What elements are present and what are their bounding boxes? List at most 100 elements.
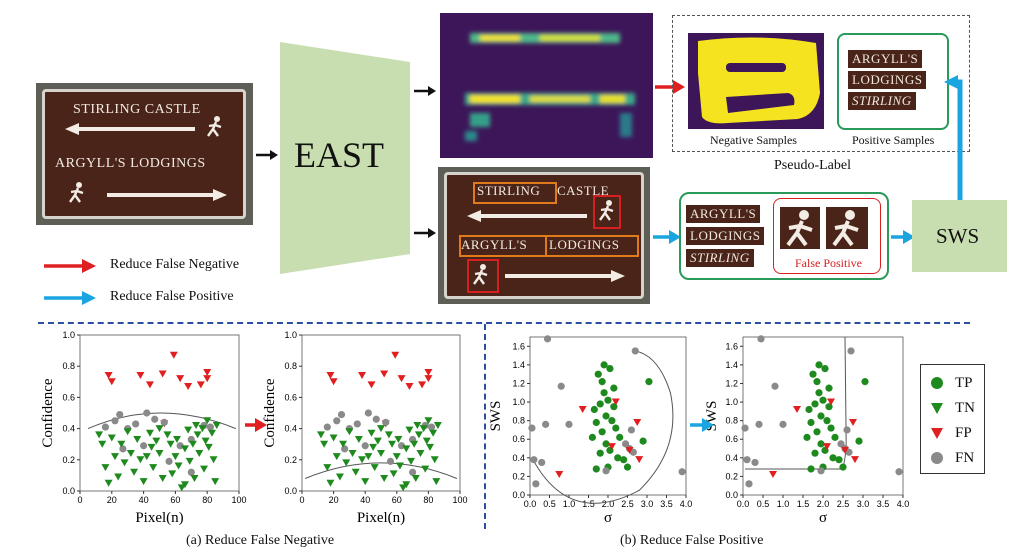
point-tn	[329, 434, 338, 442]
point-tp	[803, 433, 811, 441]
y-tick-label: 1.6	[725, 341, 738, 351]
x-tick-label: 2.5	[837, 499, 850, 509]
blue-arrow-icon	[891, 230, 915, 244]
point-tn	[407, 457, 416, 465]
detection-image: STIRLING CASTLE ARGYLL'S LODGINGS	[438, 167, 650, 304]
point-fp	[769, 471, 777, 479]
point-tp	[596, 449, 604, 457]
point-tn	[200, 465, 209, 473]
point-fn	[206, 423, 214, 431]
point-tp	[645, 378, 653, 386]
point-fn	[817, 467, 825, 475]
point-fn	[386, 457, 395, 465]
triangle-down-icon	[931, 403, 943, 414]
point-tn	[326, 479, 335, 487]
point-tn	[193, 431, 202, 439]
negative-sample-map	[688, 33, 824, 129]
point-tn	[130, 468, 139, 476]
crops-box	[679, 192, 889, 280]
legend-label: TP	[955, 374, 973, 391]
point-tn	[195, 450, 204, 458]
point-tn	[211, 478, 220, 486]
point-fp	[380, 370, 389, 378]
y-tick-label: 0.0	[512, 490, 525, 500]
point-tn	[172, 436, 181, 444]
right-arrow-icon	[107, 188, 227, 201]
red-arrow-icon	[245, 418, 267, 432]
y-tick-label: 1.0	[512, 397, 525, 407]
point-fp	[555, 471, 564, 479]
point-tn	[120, 459, 129, 467]
arrow-icon	[414, 226, 436, 238]
point-tn	[373, 437, 382, 445]
blue-arrow-icon	[690, 418, 714, 432]
point-tn	[361, 478, 370, 486]
point-tn	[203, 417, 212, 425]
point-fn	[847, 347, 855, 355]
point-tn	[342, 459, 351, 467]
point-tn	[345, 428, 354, 436]
point-fp	[358, 372, 367, 380]
point-tp	[592, 418, 600, 427]
point-fn	[528, 424, 536, 432]
x-tick-label: 80	[423, 495, 433, 505]
arrow-icon	[414, 84, 436, 96]
x-tick-label: 100	[231, 495, 246, 505]
point-tp	[639, 437, 647, 445]
point-fn	[119, 445, 127, 453]
point-tn	[123, 428, 132, 436]
x-axis-label: Pixel(n)	[135, 510, 183, 526]
sws-block: SWS	[912, 200, 1007, 272]
crop-tile: ARGYLL'S	[686, 205, 761, 223]
point-fp	[841, 446, 849, 454]
point-fp	[196, 381, 205, 389]
point-tp	[811, 400, 819, 408]
x-tick-label: 3.5	[877, 499, 890, 509]
x-tick-label: 60	[392, 495, 402, 505]
y-tick-label: 0.8	[284, 361, 297, 371]
point-fn	[160, 418, 168, 426]
point-tp	[623, 463, 632, 471]
point-tp	[829, 454, 837, 462]
legend-item-tp: TP	[929, 373, 973, 393]
detection-box	[545, 235, 639, 257]
walker-icon	[67, 182, 87, 204]
y-tick-label: 0.2	[284, 455, 297, 465]
point-tn	[422, 437, 431, 445]
point-fp	[823, 443, 831, 451]
point-tp	[827, 424, 835, 432]
point-fp	[625, 446, 634, 454]
point-fn	[532, 480, 540, 488]
point-tn	[369, 443, 378, 451]
point-tn	[364, 453, 373, 461]
circle-icon	[931, 377, 943, 389]
red-arrow-icon	[655, 80, 685, 94]
point-fn	[165, 457, 173, 465]
x-tick-label: 0	[299, 495, 304, 505]
point-tn	[395, 462, 404, 470]
y-tick-label: 0.8	[512, 416, 525, 426]
point-tn	[430, 456, 439, 464]
point-fp	[397, 375, 406, 383]
y-tick-label: 0.4	[725, 453, 738, 463]
right-arrow-icon	[505, 269, 625, 282]
box-lodgings: LODGINGS	[549, 237, 620, 252]
x-tick-label: 40	[360, 495, 370, 505]
sign-board: STIRLING CASTLE ARGYLL'S LODGINGS	[42, 89, 246, 219]
y-tick-label: 0.6	[62, 392, 75, 402]
detection-box	[473, 182, 557, 204]
input-image: STIRLING CASTLE ARGYLL'S LODGINGS	[36, 83, 253, 225]
point-tp	[819, 396, 827, 404]
point-tn	[209, 456, 218, 464]
legend-item-fn: FN	[929, 448, 974, 468]
point-tn	[198, 425, 207, 433]
point-tn	[171, 453, 180, 461]
y-axis-label: Confidence	[262, 378, 278, 447]
point-tp	[861, 378, 869, 386]
point-tn	[419, 425, 428, 433]
point-fp	[424, 375, 433, 383]
point-tp	[612, 424, 620, 432]
point-tp	[821, 365, 829, 373]
point-tp	[604, 396, 612, 404]
box-stirling: STIRLING	[477, 183, 541, 198]
